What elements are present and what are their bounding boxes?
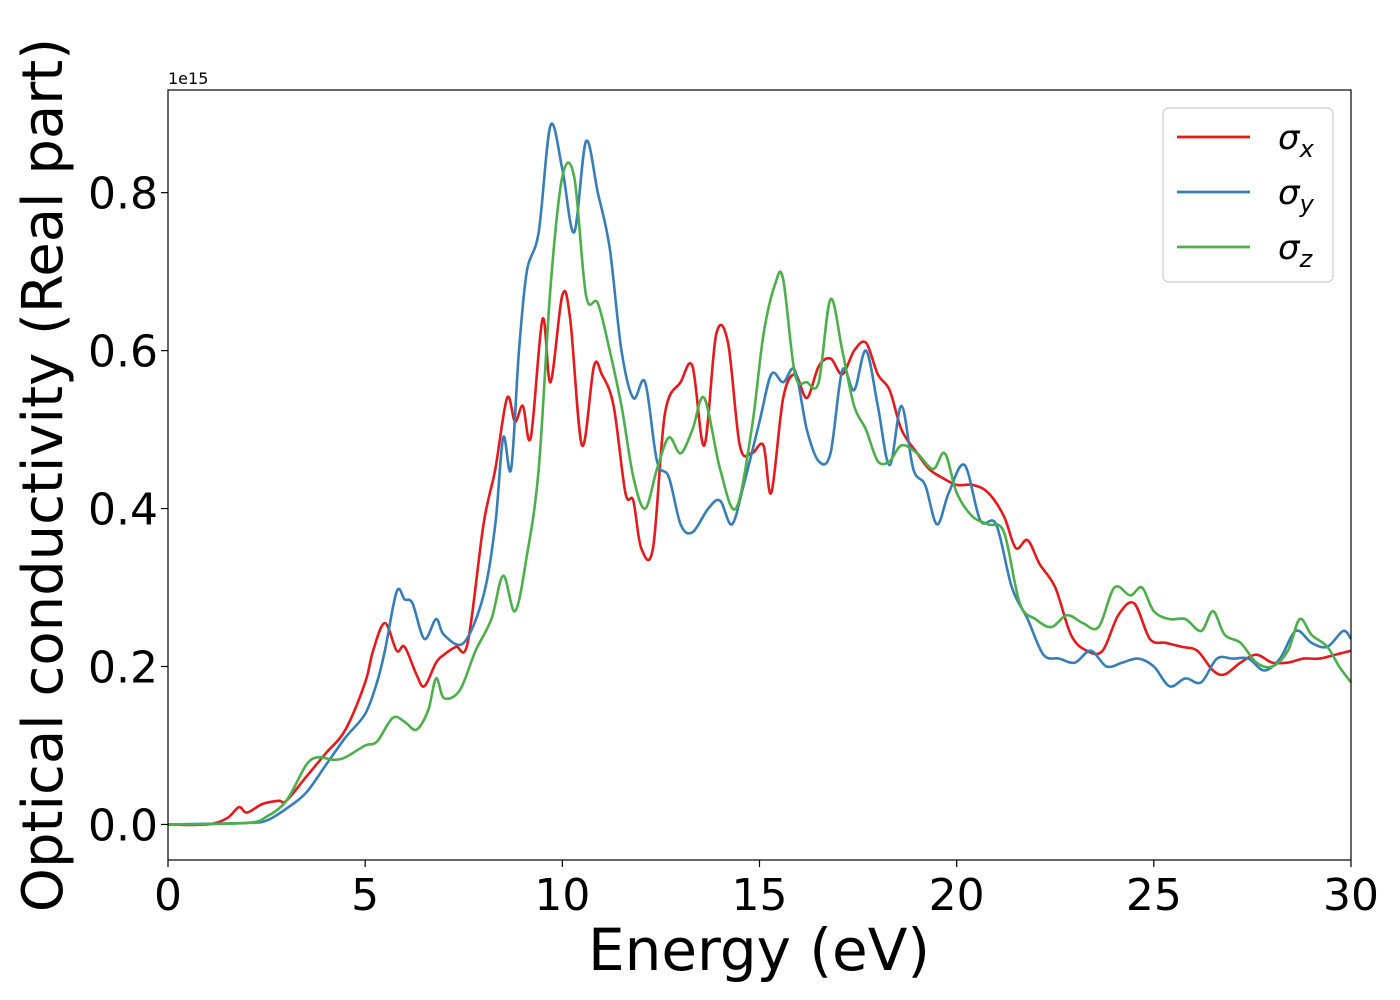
y-tick-label: 0.0 [88, 800, 158, 851]
x-tick-label: 20 [929, 870, 985, 921]
y-tick-label: 0.4 [88, 485, 158, 536]
y-tick-label: 0.6 [88, 327, 158, 378]
y-axis-title: Optical conductivity (Real part) [11, 38, 76, 912]
legend-box [1162, 107, 1334, 283]
x-tick-label: 10 [534, 870, 590, 921]
y-tick-label: 0.2 [88, 643, 158, 694]
series-line-z [167, 161, 1353, 826]
x-tick-label: 0 [154, 870, 182, 921]
series-line-x [167, 289, 1352, 827]
x-tick-label: 25 [1126, 870, 1182, 921]
x-tick-label: 30 [1323, 870, 1379, 921]
x-axis: 0 5 10 15 20 25 30 [154, 860, 1379, 921]
x-tick-label: 15 [732, 870, 788, 921]
x-axis-title: Energy (eV) [588, 916, 930, 984]
y-offset-label: 1e15 [168, 69, 208, 88]
x-tick-label: 5 [351, 870, 379, 921]
series-line-y [167, 122, 1353, 826]
y-axis: 0.0 0.2 0.4 0.6 0.8 [88, 169, 168, 851]
legend-label-y: σy [1278, 173, 1315, 218]
y-tick-label: 0.8 [88, 169, 158, 220]
series-layer [167, 122, 1353, 827]
legend-label-x: σx [1278, 118, 1315, 163]
